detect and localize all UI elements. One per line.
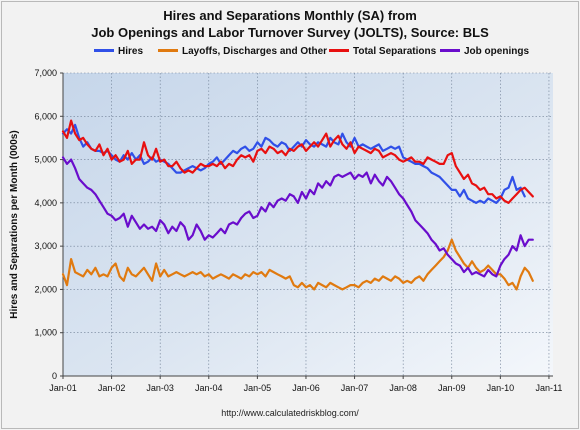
gridlines <box>63 72 553 376</box>
x-tick-label-7: Jan-08 <box>389 383 417 393</box>
legend-swatch-hires <box>94 48 114 52</box>
y-tick-label-3: 3,000 <box>34 241 57 251</box>
y-tick-label-6: 6,000 <box>34 111 57 121</box>
y-tick-label-7: 7,000 <box>34 68 57 78</box>
series-line-job-openings <box>61 156 534 278</box>
chart-title: Hires and Separations Monthly (SA) from … <box>0 7 580 41</box>
x-tick-label-3: Jan-04 <box>195 383 223 393</box>
x-tick-label-4: Jan-05 <box>244 383 272 393</box>
y-tick-label-0: 0 <box>52 371 57 381</box>
y-axis-ticks: 0 1,000 2,000 3,000 4,000 5,000 6,000 7,000 <box>34 68 63 381</box>
legend-label-hires: Hires <box>118 46 144 57</box>
legend: Hires Layoffs, Discharges and Other Tota… <box>0 46 580 60</box>
x-tick-label-8: Jan-09 <box>438 383 466 393</box>
y-tick-label-4: 4,000 <box>34 198 57 208</box>
x-tick-label-10: Jan-11 <box>536 383 563 393</box>
legend-swatch-total-separations <box>329 48 349 52</box>
legend-item-total-separations: Total Separations <box>329 46 436 57</box>
legend-label-layoffs: Layoffs, Discharges and Other <box>182 46 328 57</box>
y-tick-label-1: 1,000 <box>34 328 57 338</box>
chart-title-line-2: Job Openings and Labor Turnover Survey (… <box>91 25 489 40</box>
legend-swatch-job-openings <box>440 48 460 52</box>
x-tick-label-9: Jan-10 <box>487 383 515 393</box>
axes <box>62 73 553 377</box>
legend-label-total-separations: Total Separations <box>353 46 437 57</box>
series-line-layoffs <box>61 238 534 291</box>
y-tick-label-5: 5,000 <box>34 155 57 165</box>
legend-swatch-layoffs <box>158 48 178 52</box>
chart-title-line-1: Hires and Separations Monthly (SA) from <box>163 8 417 23</box>
x-tick-label-5: Jan-06 <box>292 383 320 393</box>
x-tick-label-1: Jan-02 <box>98 383 126 393</box>
x-tick-label-0: Jan-01 <box>49 383 77 393</box>
source-url: http://www.calculatedriskblog.com/ <box>221 408 359 418</box>
legend-item-layoffs: Layoffs, Discharges and Other <box>158 46 327 57</box>
y-axis-label: Hires and Separations per Month (000s) <box>9 130 20 318</box>
x-axis-ticks: Jan-01 Jan-02 Jan-03 Jan-04 Jan-05 Jan-06 Jan-… <box>49 376 562 393</box>
x-tick-label-6: Jan-07 <box>341 383 369 393</box>
legend-item-hires: Hires <box>94 46 143 57</box>
legend-label-job-openings: Job openings <box>464 46 529 57</box>
legend-item-job-openings: Job openings <box>440 46 529 57</box>
series-lines <box>61 119 534 291</box>
y-tick-label-2: 2,000 <box>34 284 57 294</box>
x-tick-label-2: Jan-03 <box>146 383 174 393</box>
series-line-total-separations <box>61 119 534 204</box>
